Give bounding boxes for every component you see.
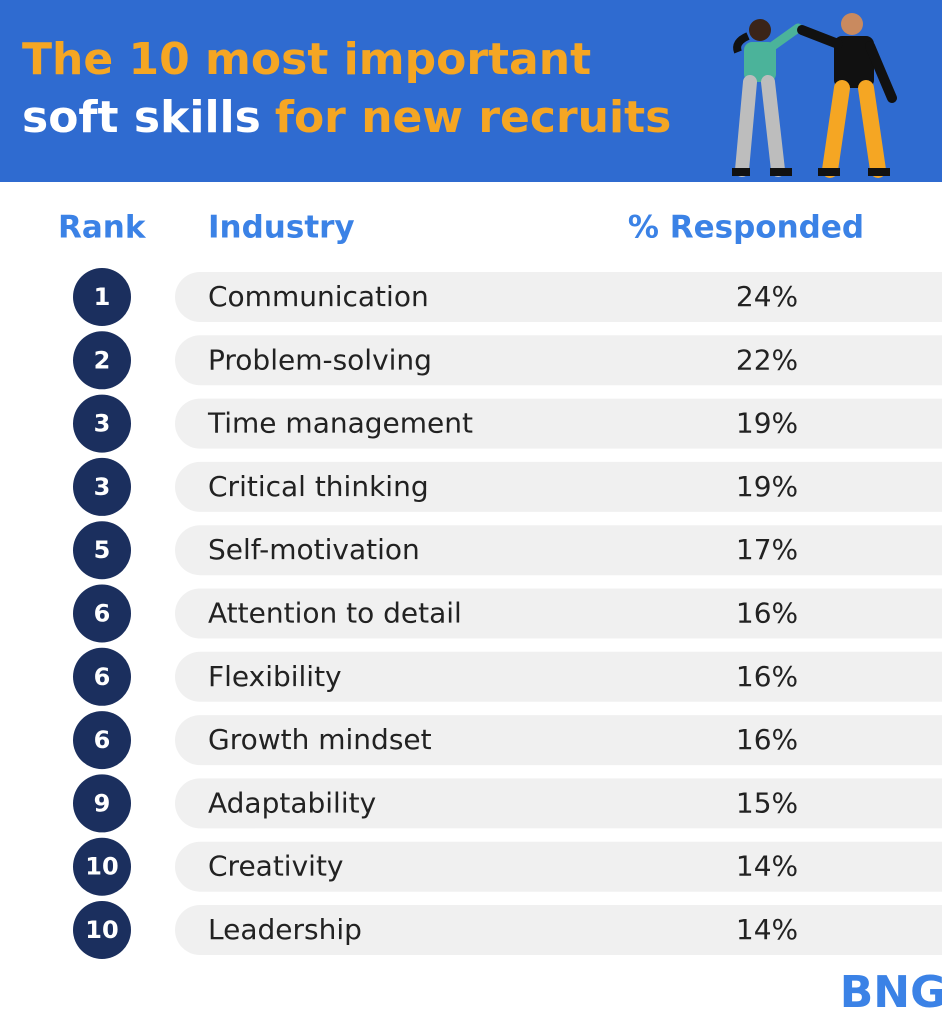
logo: BNG [840, 967, 942, 1018]
rank: 1 [94, 283, 111, 311]
skill: Self-motivation [208, 533, 420, 566]
illustration [732, 13, 897, 178]
title-line-2: soft skills for new recruits [22, 92, 671, 143]
percent: 15% [736, 786, 798, 819]
rank-badge [73, 837, 131, 896]
skill: Leadership [208, 913, 362, 946]
percent: 16% [736, 723, 798, 756]
rank: 6 [94, 663, 111, 691]
percent: 24% [736, 280, 798, 313]
title-orange: for new recruits [275, 92, 671, 143]
rank-badge [73, 584, 131, 643]
skill: Communication [208, 280, 429, 313]
title-line-1: The 10 most important [22, 34, 591, 85]
rank: 2 [94, 346, 111, 374]
row-background [175, 651, 942, 702]
column-header: % Responded [628, 210, 864, 246]
row-background [175, 715, 942, 766]
rank-badge [73, 774, 131, 833]
column-header: Rank [58, 210, 147, 246]
rank-badge [73, 457, 131, 516]
rank: 6 [94, 726, 111, 754]
header-band [0, 0, 942, 182]
rank-badge [73, 521, 131, 580]
skill: Critical thinking [208, 470, 429, 503]
skill: Creativity [208, 850, 344, 883]
rank: 3 [94, 410, 111, 438]
row-background [175, 525, 942, 576]
rank-badge [73, 268, 131, 326]
percent: 16% [736, 597, 798, 630]
skill: Problem-solving [208, 343, 432, 376]
rank: 6 [94, 600, 111, 628]
percent: 22% [736, 343, 798, 376]
rank-badge [73, 394, 131, 453]
row-background [175, 461, 942, 512]
percent: 19% [736, 407, 798, 440]
skill: Time management [207, 407, 473, 440]
skill: Attention to detail [208, 597, 462, 630]
rank-badge [73, 647, 131, 706]
row-background [175, 778, 942, 829]
rank: 9 [94, 789, 111, 817]
rank: 10 [85, 853, 118, 881]
rank: 10 [85, 916, 118, 944]
row-background [175, 841, 942, 892]
skill: Flexibility [208, 660, 342, 693]
rank-badge [73, 711, 131, 770]
title-white: soft skills [22, 92, 261, 143]
row-background [175, 335, 942, 386]
row-background [175, 905, 942, 955]
percent: 14% [736, 913, 798, 946]
row-background [175, 588, 942, 639]
row-background [175, 272, 942, 322]
row-background [175, 398, 942, 449]
percent: 19% [736, 470, 798, 503]
rank-badge [73, 331, 131, 390]
percent: 14% [736, 850, 798, 883]
percent: 17% [736, 533, 798, 566]
rank: 3 [94, 473, 111, 501]
column-header: Industry [208, 210, 355, 246]
percent: 16% [736, 660, 798, 693]
rank: 5 [94, 536, 111, 564]
rank-badge [73, 901, 131, 959]
skill: Adaptability [208, 786, 376, 819]
skill: Growth mindset [208, 723, 432, 756]
